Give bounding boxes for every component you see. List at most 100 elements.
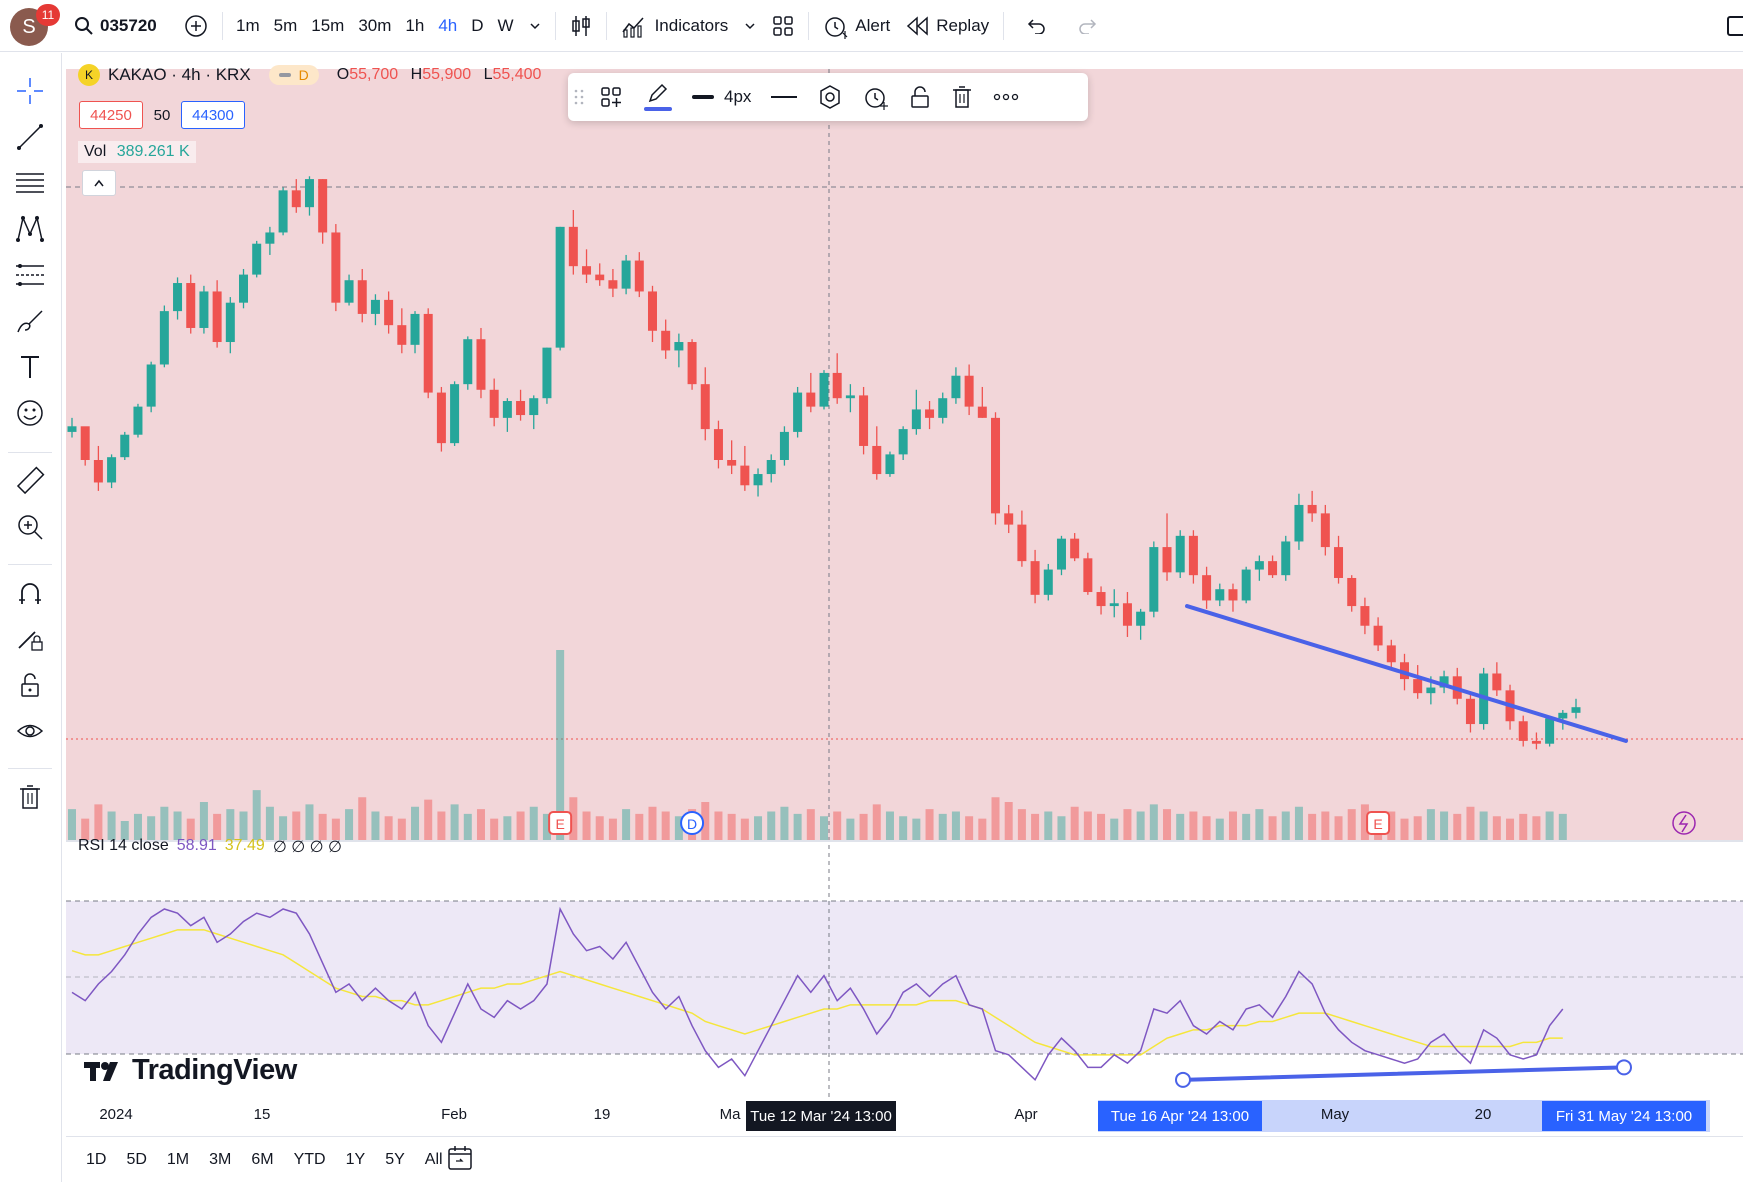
range-1m[interactable]: 1M bbox=[166, 1150, 190, 1168]
range-6m[interactable]: 6M bbox=[251, 1150, 274, 1168]
fib-tool[interactable] bbox=[10, 163, 50, 203]
settings-button[interactable] bbox=[807, 73, 853, 121]
candle-body bbox=[489, 389, 499, 418]
compare-symbol-button[interactable] bbox=[176, 0, 216, 52]
candle-body bbox=[278, 190, 288, 233]
pattern-tool[interactable] bbox=[10, 209, 50, 249]
candle-body bbox=[199, 291, 209, 328]
divider bbox=[808, 11, 810, 40]
trash-icon bbox=[20, 785, 40, 809]
more-button[interactable] bbox=[983, 73, 1029, 121]
indicators-button[interactable]: Indicators bbox=[613, 0, 737, 52]
range-all[interactable]: All bbox=[424, 1150, 443, 1168]
templates-button[interactable] bbox=[590, 73, 634, 121]
symbol-title[interactable]: KAKAO · 4h · KRX bbox=[108, 65, 251, 84]
time-axis[interactable]: 20 May Apr Ma 19 Feb 15 2024 Tue 12 Mar '24 13:… bbox=[66, 1098, 1743, 1132]
interval-30m[interactable]: 30m bbox=[358, 15, 392, 35]
volume-bar bbox=[1347, 809, 1356, 840]
interval-1m[interactable]: 1m bbox=[236, 15, 260, 35]
candle-body bbox=[252, 243, 262, 275]
range-start-label[interactable]: Tue 16 Apr '24 13:00 bbox=[1098, 1101, 1262, 1131]
candle-body bbox=[872, 445, 882, 475]
range-end-label[interactable]: Fri 31 May '24 13:00 bbox=[1542, 1101, 1706, 1131]
pencil-lock-icon bbox=[18, 631, 43, 651]
range-1y[interactable]: 1Y bbox=[345, 1150, 366, 1168]
forecast-tool[interactable] bbox=[10, 255, 50, 295]
drawing-settings-toolbar: 4px bbox=[568, 73, 1088, 121]
stay-in-drawing-tool[interactable] bbox=[10, 619, 50, 659]
range-3m[interactable]: 3M bbox=[209, 1150, 232, 1168]
drawings[interactable] bbox=[1175, 604, 1632, 1088]
volume-bar bbox=[490, 818, 499, 840]
emoji-tool[interactable] bbox=[10, 393, 50, 433]
volume-bar bbox=[820, 816, 828, 840]
remove-drawings-tool[interactable] bbox=[10, 777, 50, 817]
alert-button[interactable]: Alert bbox=[815, 0, 898, 52]
magnet-tool[interactable] bbox=[10, 573, 50, 613]
go-to-date-button[interactable] bbox=[446, 1144, 474, 1177]
interval-5m[interactable]: 5m bbox=[273, 15, 298, 35]
brush-icon bbox=[17, 310, 43, 333]
fullscreen-button[interactable] bbox=[1727, 16, 1743, 36]
line-style-button[interactable] bbox=[761, 73, 807, 121]
volume-bar bbox=[951, 811, 960, 840]
range-5d[interactable]: 5D bbox=[126, 1150, 147, 1168]
chart-type-button[interactable] bbox=[562, 0, 600, 52]
layouts-button[interactable] bbox=[764, 0, 802, 52]
volume-bar bbox=[912, 818, 921, 840]
candle-body bbox=[1307, 504, 1317, 514]
brush-tool[interactable] bbox=[10, 301, 50, 341]
collapse-legend-button[interactable] bbox=[82, 170, 116, 196]
interval-D[interactable]: D bbox=[471, 15, 484, 35]
bid-price-button[interactable]: 44250 bbox=[79, 101, 143, 129]
hide-drawings-tool[interactable] bbox=[10, 711, 50, 751]
lightning-icon[interactable] bbox=[1672, 811, 1696, 835]
ask-price-button[interactable]: 44300 bbox=[181, 101, 245, 129]
chart-canvas[interactable]: E D E bbox=[66, 53, 1743, 1130]
interval-4h[interactable]: 4h bbox=[438, 15, 458, 35]
create-alert-button[interactable] bbox=[853, 73, 899, 121]
undo-button[interactable] bbox=[1010, 0, 1062, 52]
candle-body bbox=[1492, 673, 1502, 691]
delete-drawing-button[interactable] bbox=[941, 73, 983, 121]
lock-drawings-tool[interactable] bbox=[10, 665, 50, 705]
text-tool[interactable] bbox=[10, 347, 50, 387]
symbol-search-button[interactable]: 035720 bbox=[66, 0, 176, 52]
candle-body bbox=[410, 313, 420, 345]
interval-15m[interactable]: 15m bbox=[311, 15, 345, 35]
indicators-dropdown[interactable] bbox=[736, 0, 764, 52]
delayed-badge[interactable]: D bbox=[268, 65, 319, 85]
zoom-tool[interactable] bbox=[10, 507, 50, 547]
range-5y[interactable]: 5Y bbox=[385, 1150, 405, 1168]
range-1d[interactable]: 1D bbox=[86, 1150, 107, 1168]
replay-button[interactable]: Replay bbox=[898, 0, 997, 52]
lock-drawing-button[interactable] bbox=[899, 73, 941, 121]
volume-bar bbox=[1044, 811, 1053, 840]
interval-W[interactable]: W bbox=[497, 15, 514, 35]
volume-bar bbox=[556, 650, 565, 840]
interval-dropdown[interactable] bbox=[521, 0, 549, 52]
interval-1h[interactable]: 1h bbox=[405, 15, 425, 35]
projection-icon bbox=[16, 264, 44, 286]
candle-body bbox=[1373, 625, 1383, 646]
measure-tool[interactable] bbox=[10, 461, 50, 501]
volume-bar bbox=[226, 809, 235, 840]
trendline-tool[interactable] bbox=[10, 117, 50, 157]
redo-button[interactable] bbox=[1062, 0, 1114, 52]
candle-body bbox=[740, 465, 750, 486]
candle-body bbox=[1399, 662, 1409, 680]
range-ytd[interactable]: YTD bbox=[293, 1150, 326, 1168]
tradingview-logo[interactable]: TradingView bbox=[84, 1054, 297, 1087]
line-color-button[interactable] bbox=[634, 73, 682, 121]
line-width-button[interactable]: 4px bbox=[682, 73, 761, 121]
drag-handle[interactable] bbox=[568, 73, 590, 121]
rsi-label[interactable]: RSI 14 close bbox=[78, 837, 169, 854]
volume-bar bbox=[1360, 804, 1369, 840]
rewind-icon bbox=[907, 15, 928, 36]
crosshair-tool[interactable] bbox=[10, 71, 50, 111]
rsi-lines bbox=[71, 906, 1564, 1082]
candle-body bbox=[225, 302, 235, 343]
volume-legend: Vol 389.261 K bbox=[78, 141, 196, 163]
candle-body bbox=[779, 431, 789, 460]
